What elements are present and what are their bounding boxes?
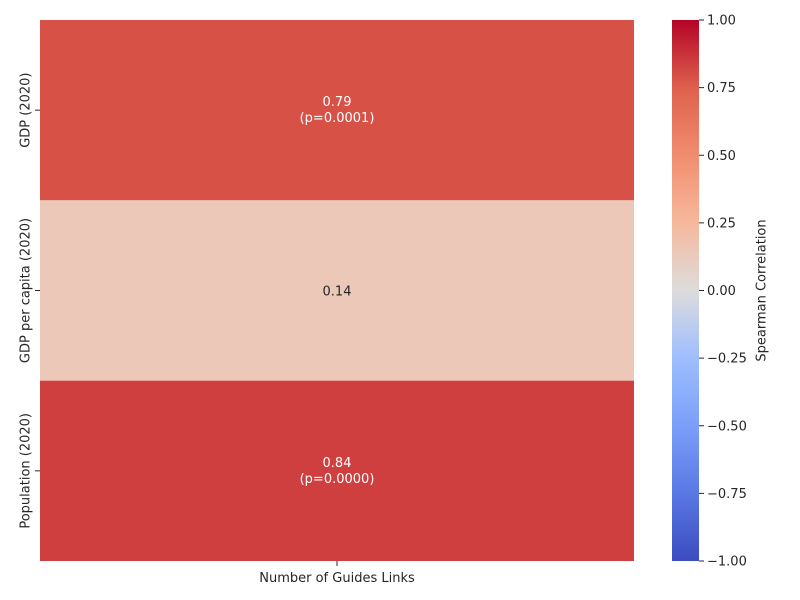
colorbar-tick-label: −0.25 (707, 352, 747, 367)
heatmap-cell (40, 20, 634, 201)
cell-value-label: 0.84 (323, 456, 352, 471)
y-axis: GDP (2020) GDP per capita (2020) Populatio… (19, 73, 40, 529)
heatmap-cell (40, 380, 634, 561)
colorbar-label: Spearman Correlation (755, 219, 770, 361)
colorbar-tick-label: 0.25 (707, 216, 736, 231)
colorbar-tick-label: 0.00 (707, 284, 736, 299)
colorbar-tick-label: −0.50 (707, 419, 747, 434)
heatmap-cells (40, 20, 634, 561)
colorbar: −1.00 −0.75 −0.50 −0.25 0.00 0.25 0.50 0.75 1.00… (672, 14, 770, 570)
heatmap-cell (40, 200, 634, 381)
colorbar-tick-label: −0.75 (707, 487, 747, 502)
cell-value-label: 0.79 (323, 95, 352, 110)
x-axis: Number of Guides Links (259, 561, 415, 586)
y-tick-label: GDP (2020) (19, 73, 34, 148)
y-tick-label: GDP per capita (2020) (19, 218, 34, 363)
y-tick-label: Population (2020) (19, 413, 34, 529)
colorbar-tick-label: −1.00 (707, 555, 747, 570)
x-tick-label: Number of Guides Links (259, 571, 415, 586)
colorbar-tick-label: 1.00 (707, 14, 736, 29)
colorbar-tick-label: 0.50 (707, 149, 736, 164)
cell-pvalue-label: (p=0.0000) (300, 472, 375, 487)
cell-pvalue-label: (p=0.0001) (300, 111, 375, 126)
colorbar-gradient (672, 20, 699, 561)
heatmap-cell-labels: 0.79(p=0.0001) 0.14 0.84(p=0.0000) (300, 95, 375, 487)
cell-value-label: 0.14 (323, 285, 352, 300)
colorbar-tick-label: 0.75 (707, 81, 736, 96)
